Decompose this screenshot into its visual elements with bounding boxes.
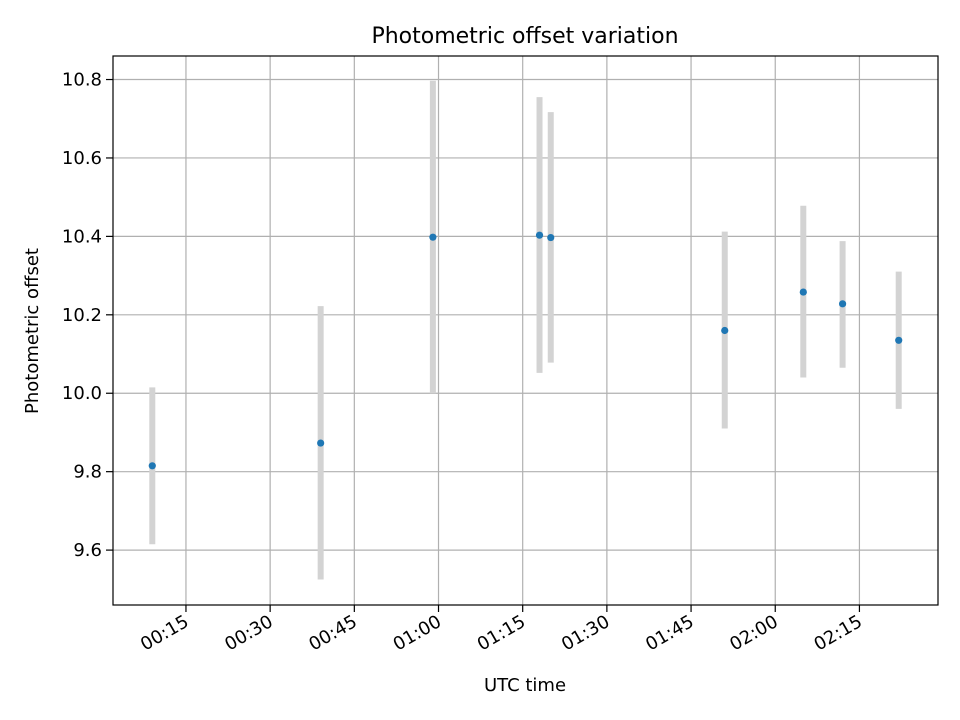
data-point <box>547 233 555 242</box>
y-tick-label: 10.4 <box>62 226 102 247</box>
data-point <box>317 439 325 447</box>
y-axis-label: Photometric offset <box>22 248 43 414</box>
y-tick-label: 9.6 <box>73 540 102 561</box>
y-tick-label: 10.6 <box>62 148 102 169</box>
grid <box>113 56 938 605</box>
data-point <box>838 300 847 308</box>
x-axis-label: UTC time <box>484 675 566 696</box>
plot-frame <box>112 55 939 606</box>
y-tick-label: 10.8 <box>62 70 102 91</box>
data-point <box>535 231 544 239</box>
data-point <box>799 288 807 296</box>
y-tick-label: 9.8 <box>73 462 102 483</box>
data-point <box>721 326 729 335</box>
plot-area <box>113 56 938 605</box>
y-axis: 9.6 9.8 10.0 10.2 10.4 10.6 10.8 <box>62 70 113 561</box>
y-tick-label: 10.2 <box>62 305 102 326</box>
chart-title: Photometric offset variation <box>371 24 678 49</box>
y-tick-label: 10.0 <box>62 383 102 404</box>
data-points <box>148 231 903 470</box>
data-point <box>429 233 437 241</box>
data-point <box>148 462 156 470</box>
data-point <box>895 336 903 344</box>
